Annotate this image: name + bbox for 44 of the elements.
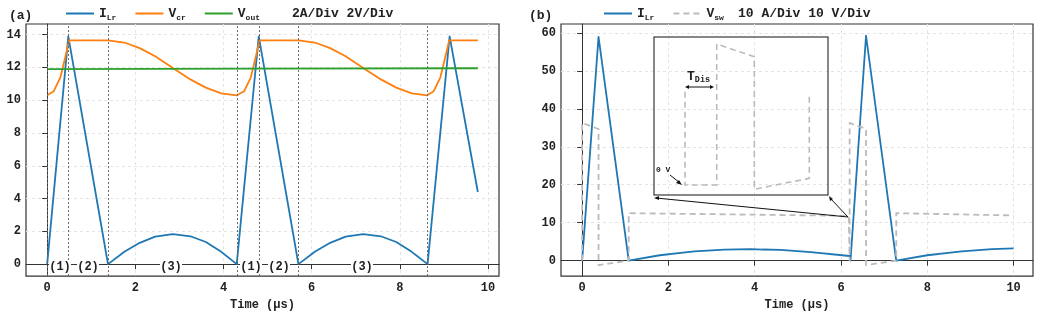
y-tick-label: 6: [13, 158, 21, 173]
chart-title: (a): [9, 8, 33, 23]
y-tick-label: 0: [548, 253, 556, 268]
y-tick-label: 50: [541, 64, 556, 79]
annotation: (2): [268, 260, 290, 274]
text: 10 A/Div 10 V/Div: [738, 6, 871, 21]
annotation: (3): [160, 260, 182, 274]
y-tick-label: 4: [13, 191, 21, 206]
x-axis-title: Time (μs): [764, 298, 830, 312]
chart-title: (b): [529, 8, 553, 23]
x-tick-label: 6: [308, 281, 316, 296]
annotation: (1): [240, 260, 262, 274]
x-tick-label: 8: [396, 281, 404, 296]
y-tick-label: 8: [13, 126, 21, 140]
y-tick-label: 20: [541, 177, 556, 192]
text: 2A/Div 2V/Div: [292, 6, 394, 21]
x-tick-label: 10: [480, 281, 496, 296]
annotation: (1): [49, 260, 71, 274]
annotation: (3): [351, 260, 373, 274]
x-axis-title: Time (μs): [230, 298, 295, 312]
line-series: [46, 39, 479, 97]
line-series: [581, 122, 1015, 267]
y-tick-label: 60: [541, 26, 556, 41]
x-tick-label: 2: [131, 281, 139, 296]
annotation: 0 V: [656, 165, 671, 174]
annotation: T$_{Dis}$: [687, 69, 711, 86]
x-tick-label: 4: [219, 281, 228, 296]
y-tick-label: 12: [6, 60, 21, 75]
annotation: (2): [77, 260, 99, 274]
y-tick-label: 10: [6, 93, 21, 108]
x-tick-label: 8: [923, 281, 931, 296]
y-tick-label: 14: [6, 27, 21, 42]
x-tick-label: 6: [837, 281, 845, 296]
line-series: [581, 34, 1015, 262]
x-tick-label: 4: [751, 281, 759, 296]
y-tick-label: 0: [13, 257, 21, 272]
y-tick-label: 30: [541, 139, 556, 154]
x-tick-label: 10: [1006, 281, 1021, 296]
y-tick-label: 40: [541, 101, 556, 116]
y-tick-label: 10: [541, 215, 556, 230]
x-tick-label: 0: [578, 281, 586, 296]
x-tick-label: 0: [43, 281, 51, 296]
x-tick-label: 2: [664, 281, 673, 296]
y-tick-label: 2: [13, 224, 21, 239]
